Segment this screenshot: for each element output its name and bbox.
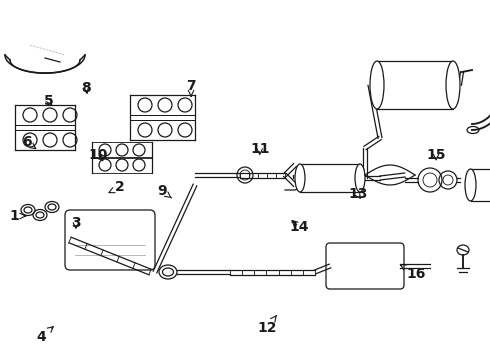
Ellipse shape (446, 61, 460, 109)
Text: 1: 1 (10, 209, 25, 223)
Text: 8: 8 (81, 81, 91, 95)
Text: 9: 9 (157, 184, 172, 198)
Text: 11: 11 (250, 143, 270, 156)
Text: 7: 7 (186, 80, 196, 96)
Text: 14: 14 (289, 220, 309, 234)
Text: 4: 4 (37, 327, 53, 343)
Text: 16: 16 (400, 265, 426, 280)
Text: 12: 12 (257, 315, 277, 334)
Bar (300, 164, 360, 192)
Ellipse shape (370, 61, 384, 109)
Text: 6: 6 (22, 135, 36, 149)
Bar (377, 61, 453, 109)
Ellipse shape (295, 164, 305, 192)
Text: 13: 13 (348, 188, 368, 201)
Ellipse shape (355, 164, 365, 192)
Text: 2: 2 (109, 180, 125, 194)
Text: 10: 10 (88, 148, 108, 162)
Ellipse shape (465, 169, 476, 201)
Text: 3: 3 (71, 216, 81, 230)
Text: 5: 5 (44, 94, 54, 108)
Text: 15: 15 (426, 148, 446, 162)
Bar (470, 169, 490, 201)
